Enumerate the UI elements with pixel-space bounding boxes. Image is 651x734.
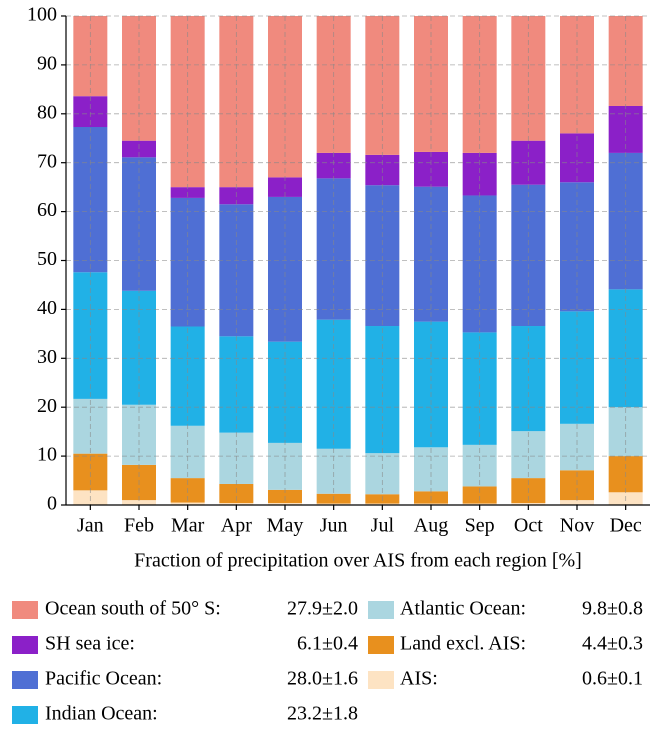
x-tick-label: Oct xyxy=(514,515,543,537)
y-tick-label: 70 xyxy=(37,150,57,172)
legend-label: Atlantic Ocean: xyxy=(400,598,526,620)
y-tick-label: 90 xyxy=(37,52,57,74)
y-tick-label: 30 xyxy=(37,346,57,368)
x-tick-label: Jul xyxy=(371,515,395,537)
legend-swatch xyxy=(12,706,38,724)
bar-segment xyxy=(122,500,156,505)
legend-swatch xyxy=(12,636,38,654)
y-tick-label: 60 xyxy=(37,199,57,221)
legend-label: Indian Ocean: xyxy=(45,703,158,725)
legend-swatch xyxy=(12,601,38,619)
legend-swatch xyxy=(368,671,394,689)
legend-swatch xyxy=(12,671,38,689)
bar-segment xyxy=(414,186,448,322)
y-tick-label: 100 xyxy=(27,4,57,26)
y-tick-label: 80 xyxy=(37,101,57,123)
bar-segment xyxy=(268,196,302,342)
bar-segment xyxy=(316,152,351,179)
legend-value: 0.6±0.1 xyxy=(582,668,643,690)
bar-segment xyxy=(219,483,254,504)
bar-segment xyxy=(122,140,156,158)
legend-swatch xyxy=(368,636,394,654)
bar-segment xyxy=(316,448,351,494)
legend-value: 28.0±1.6 xyxy=(287,668,358,690)
y-tick-label: 40 xyxy=(37,297,57,319)
legend-label: Pacific Ocean: xyxy=(45,668,162,690)
legend-swatch xyxy=(368,601,394,619)
y-tick-label: 50 xyxy=(37,248,57,270)
x-tick-label: Aug xyxy=(414,515,448,537)
legend-label: AIS: xyxy=(400,668,438,690)
x-tick-label: May xyxy=(267,515,304,537)
x-tick-label: Jun xyxy=(320,515,348,537)
legend-value: 9.8±0.8 xyxy=(582,598,643,620)
x-tick-label: Feb xyxy=(124,515,154,537)
legend-value: 6.1±0.4 xyxy=(297,633,358,655)
bar-segment xyxy=(560,423,594,471)
bar-segment xyxy=(462,486,497,504)
bar-segment xyxy=(462,152,497,196)
bar-segment xyxy=(608,407,643,457)
x-tick-label: Jan xyxy=(77,515,104,537)
x-tick-label: Apr xyxy=(221,515,252,537)
y-tick-label: 0 xyxy=(47,493,57,515)
legend-label: Land excl. AIS: xyxy=(400,633,526,655)
x-tick-label: Dec xyxy=(610,515,642,537)
x-tick-label: Mar xyxy=(171,515,205,537)
x-tick-label: Nov xyxy=(560,515,594,537)
x-tick-label: Sep xyxy=(465,515,495,537)
x-axis-label: Fraction of precipitation over AIS from … xyxy=(134,550,582,572)
bar-segment xyxy=(511,431,546,479)
legend-label: Ocean south of 50° S: xyxy=(45,598,221,620)
legend-value: 23.2±1.8 xyxy=(287,703,358,725)
bar-segment xyxy=(560,133,594,183)
bar-segment xyxy=(560,500,594,505)
y-tick-label: 10 xyxy=(37,444,57,466)
legend-value: 4.4±0.3 xyxy=(582,633,643,655)
bar-segment xyxy=(170,502,205,505)
legend-label: SH sea ice: xyxy=(45,633,135,655)
legend-value: 27.9±2.0 xyxy=(287,598,358,620)
y-tick-label: 20 xyxy=(37,395,57,417)
